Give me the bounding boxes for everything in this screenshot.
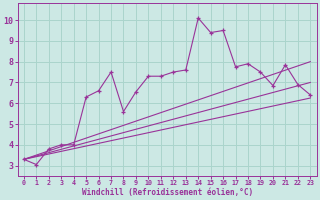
X-axis label: Windchill (Refroidissement éolien,°C): Windchill (Refroidissement éolien,°C) (82, 188, 253, 197)
